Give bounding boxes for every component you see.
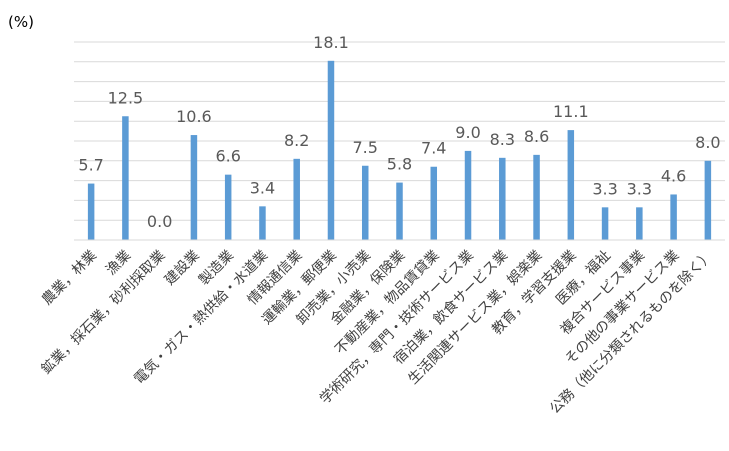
category-label: 農業，林業 [39, 248, 100, 309]
bar [259, 206, 266, 240]
bars [87, 60, 712, 241]
data-labels: 5.7 12.5 0.0 10.6 6.6 3.4 8.2 18.1 7.5 5.8 7.4 9.0 8… [78, 33, 720, 231]
data-label: 5.7 [78, 156, 103, 175]
bar [601, 207, 609, 240]
bar [567, 130, 575, 240]
bar [636, 207, 643, 240]
data-label: 5.8 [387, 155, 412, 174]
bar [361, 165, 369, 240]
bar [224, 174, 232, 240]
data-label: 8.6 [524, 127, 549, 146]
bar [499, 157, 506, 240]
data-label: 8.2 [284, 131, 309, 150]
data-label: 8.0 [695, 133, 720, 152]
bar [430, 166, 438, 240]
bar [293, 158, 300, 240]
data-label: 3.3 [627, 179, 652, 198]
data-label: 8.3 [490, 130, 515, 149]
data-label: 12.5 [108, 88, 144, 107]
gridlines [74, 41, 725, 221]
data-label: 18.1 [313, 33, 349, 52]
category-label: 建設業 [162, 248, 203, 289]
bar [704, 160, 712, 240]
data-label: 3.3 [592, 179, 617, 198]
data-label: 6.6 [215, 147, 240, 166]
bar [396, 182, 403, 240]
bar [533, 154, 540, 240]
data-label: 9.0 [455, 123, 480, 142]
bar [670, 194, 677, 240]
data-label: 11.1 [553, 102, 589, 121]
data-label: 0.0 [147, 212, 172, 231]
bar [327, 60, 335, 241]
unit-label: (%) [8, 13, 34, 31]
data-label: 4.6 [661, 166, 686, 185]
data-label: 3.4 [250, 178, 275, 197]
bar [87, 183, 95, 240]
data-label: 10.6 [176, 107, 212, 126]
category-labels: 農業，林業 漁業鉱業，採石業，砂利採取業建設業製造業電気・ガス・熱供給・水道業情報… [38, 247, 717, 417]
data-label: 7.5 [353, 138, 378, 157]
bar [190, 135, 198, 240]
data-label: 7.4 [421, 139, 446, 158]
bar [464, 150, 472, 240]
bar [122, 116, 129, 240]
